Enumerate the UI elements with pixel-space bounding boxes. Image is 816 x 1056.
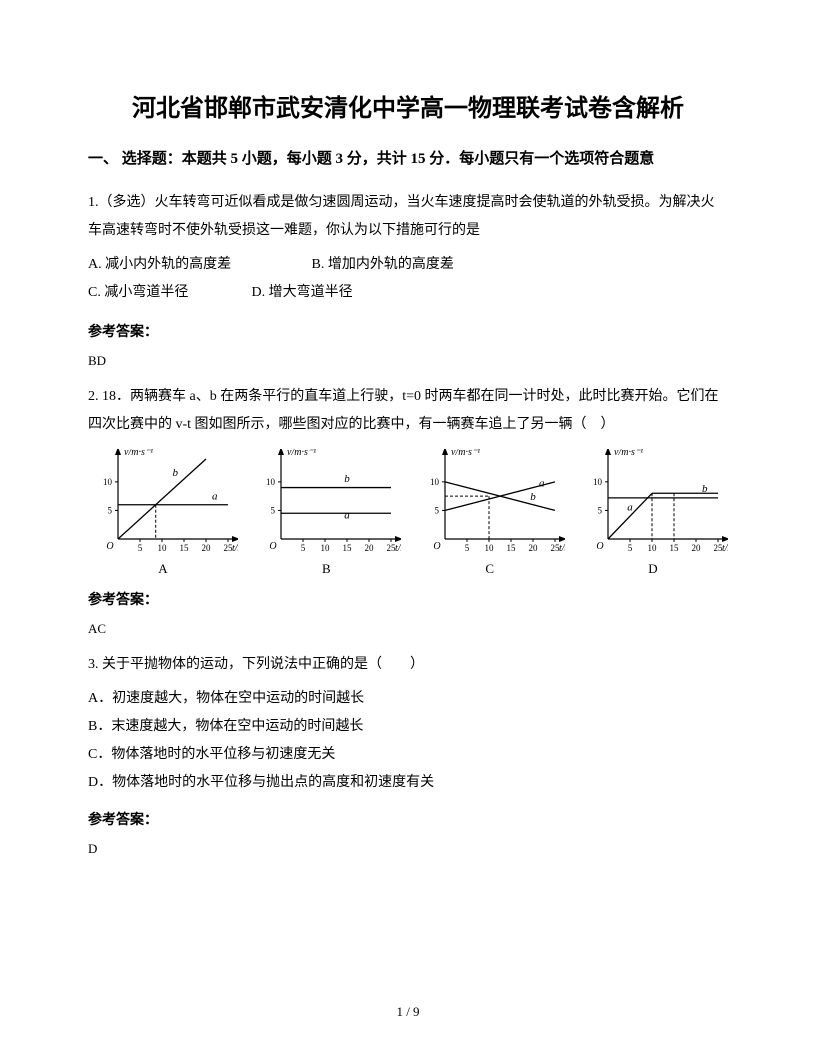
q3-optD: D．物体落地时的水平位移与抛出点的高度和初速度有关 [88, 769, 728, 797]
q1-optD: D. 增大弯道半径 [252, 279, 353, 307]
chart-D: 510152025510v/m·s⁻¹t/sOab [578, 449, 728, 559]
q3-optB: B．末速度越大，物体在空中运动的时间越长 [88, 713, 728, 741]
svg-text:5: 5 [138, 543, 143, 553]
svg-text:5: 5 [301, 543, 306, 553]
chart-D-label: D [648, 561, 657, 577]
svg-text:20: 20 [365, 543, 375, 553]
svg-text:20: 20 [202, 543, 212, 553]
svg-text:O: O [433, 541, 440, 552]
chart-A-wrap: 510152025510v/m·s⁻¹t/sOab A [88, 449, 238, 577]
svg-text:b: b [345, 473, 351, 485]
svg-text:a: a [345, 509, 351, 521]
svg-text:5: 5 [597, 505, 602, 515]
svg-text:v/m·s⁻¹: v/m·s⁻¹ [124, 449, 153, 458]
q1-ans-label: 参考答案： [88, 321, 728, 341]
svg-text:15: 15 [669, 543, 679, 553]
svg-text:b: b [702, 483, 708, 495]
svg-text:15: 15 [343, 543, 353, 553]
svg-text:t/s: t/s [722, 543, 728, 554]
q3-ans-label: 参考答案： [88, 809, 728, 829]
q1-optA: A. 减小内外轨的高度差 [88, 251, 308, 279]
q3-optC: C．物体落地时的水平位移与初速度无关 [88, 741, 728, 769]
svg-text:5: 5 [271, 505, 276, 515]
chart-B-label: B [322, 561, 331, 577]
svg-text:a: a [539, 477, 545, 489]
page-title: 河北省邯郸市武安清化中学高一物理联考试卷含解析 [88, 88, 728, 123]
svg-text:15: 15 [180, 543, 190, 553]
chart-B-wrap: 510152025510v/m·s⁻¹t/sOab B [251, 449, 401, 577]
chart-C-label: C [485, 561, 494, 577]
svg-text:t/s: t/s [559, 543, 565, 554]
svg-text:v/m·s⁻¹: v/m·s⁻¹ [614, 449, 643, 458]
q1-optC: C. 减小弯道半径 [88, 279, 248, 307]
svg-text:a: a [627, 501, 633, 513]
chart-D-wrap: 510152025510v/m·s⁻¹t/sOab D [578, 449, 728, 577]
q2-ans-label: 参考答案： [88, 589, 728, 609]
section-heading: 一、 选择题：本题共 5 小题，每小题 3 分，共计 15 分．每小题只有一个选… [88, 147, 728, 171]
svg-text:5: 5 [628, 543, 633, 553]
q3-optA: A．初速度越大，物体在空中运动的时间越长 [88, 685, 728, 713]
svg-text:t/s: t/s [395, 543, 401, 554]
svg-text:a: a [212, 491, 218, 503]
svg-text:t/s: t/s [232, 543, 238, 554]
chart-C: 510152025510v/m·s⁻¹t/sOab [415, 449, 565, 559]
q3-text: 3. 关于平抛物体的运动，下列说法中正确的是（ ） [88, 651, 728, 679]
svg-text:v/m·s⁻¹: v/m·s⁻¹ [451, 449, 480, 458]
q3-ans: D [88, 841, 728, 857]
svg-text:10: 10 [430, 477, 440, 487]
svg-text:5: 5 [108, 505, 113, 515]
chart-B: 510152025510v/m·s⁻¹t/sOab [251, 449, 401, 559]
q2-ans: AC [88, 621, 728, 637]
chart-A-label: A [158, 561, 167, 577]
svg-text:O: O [270, 541, 277, 552]
q2-text: 2. 18．两辆赛车 a、b 在两条平行的直车道上行驶，t=0 时两车都在同一计… [88, 383, 728, 439]
svg-text:20: 20 [691, 543, 701, 553]
chart-A: 510152025510v/m·s⁻¹t/sOab [88, 449, 238, 559]
svg-text:10: 10 [103, 477, 113, 487]
svg-text:10: 10 [647, 543, 657, 553]
svg-text:10: 10 [484, 543, 494, 553]
chart-C-wrap: 510152025510v/m·s⁻¹t/sOab C [415, 449, 565, 577]
q2-charts: 510152025510v/m·s⁻¹t/sOab A 510152025510… [88, 449, 728, 577]
svg-text:5: 5 [464, 543, 469, 553]
page-number: 1 / 9 [0, 1004, 816, 1020]
svg-text:10: 10 [266, 477, 276, 487]
svg-text:10: 10 [593, 477, 603, 487]
svg-text:10: 10 [321, 543, 331, 553]
svg-text:b: b [172, 467, 178, 479]
svg-text:O: O [596, 541, 603, 552]
q1-options: A. 减小内外轨的高度差 B. 增加内外轨的高度差 C. 减小弯道半径 D. 增… [88, 251, 728, 307]
svg-text:O: O [106, 541, 113, 552]
svg-text:15: 15 [506, 543, 516, 553]
q1-text: 1.（多选）火车转弯可近似看成是做匀速圆周运动，当火车速度提高时会使轨道的外轨受… [88, 189, 728, 245]
svg-text:b: b [530, 491, 536, 503]
svg-text:5: 5 [434, 505, 439, 515]
q1-optB: B. 增加内外轨的高度差 [312, 251, 454, 279]
svg-text:10: 10 [158, 543, 168, 553]
svg-text:20: 20 [528, 543, 538, 553]
q1-ans: BD [88, 353, 728, 369]
svg-text:v/m·s⁻¹: v/m·s⁻¹ [287, 449, 316, 458]
